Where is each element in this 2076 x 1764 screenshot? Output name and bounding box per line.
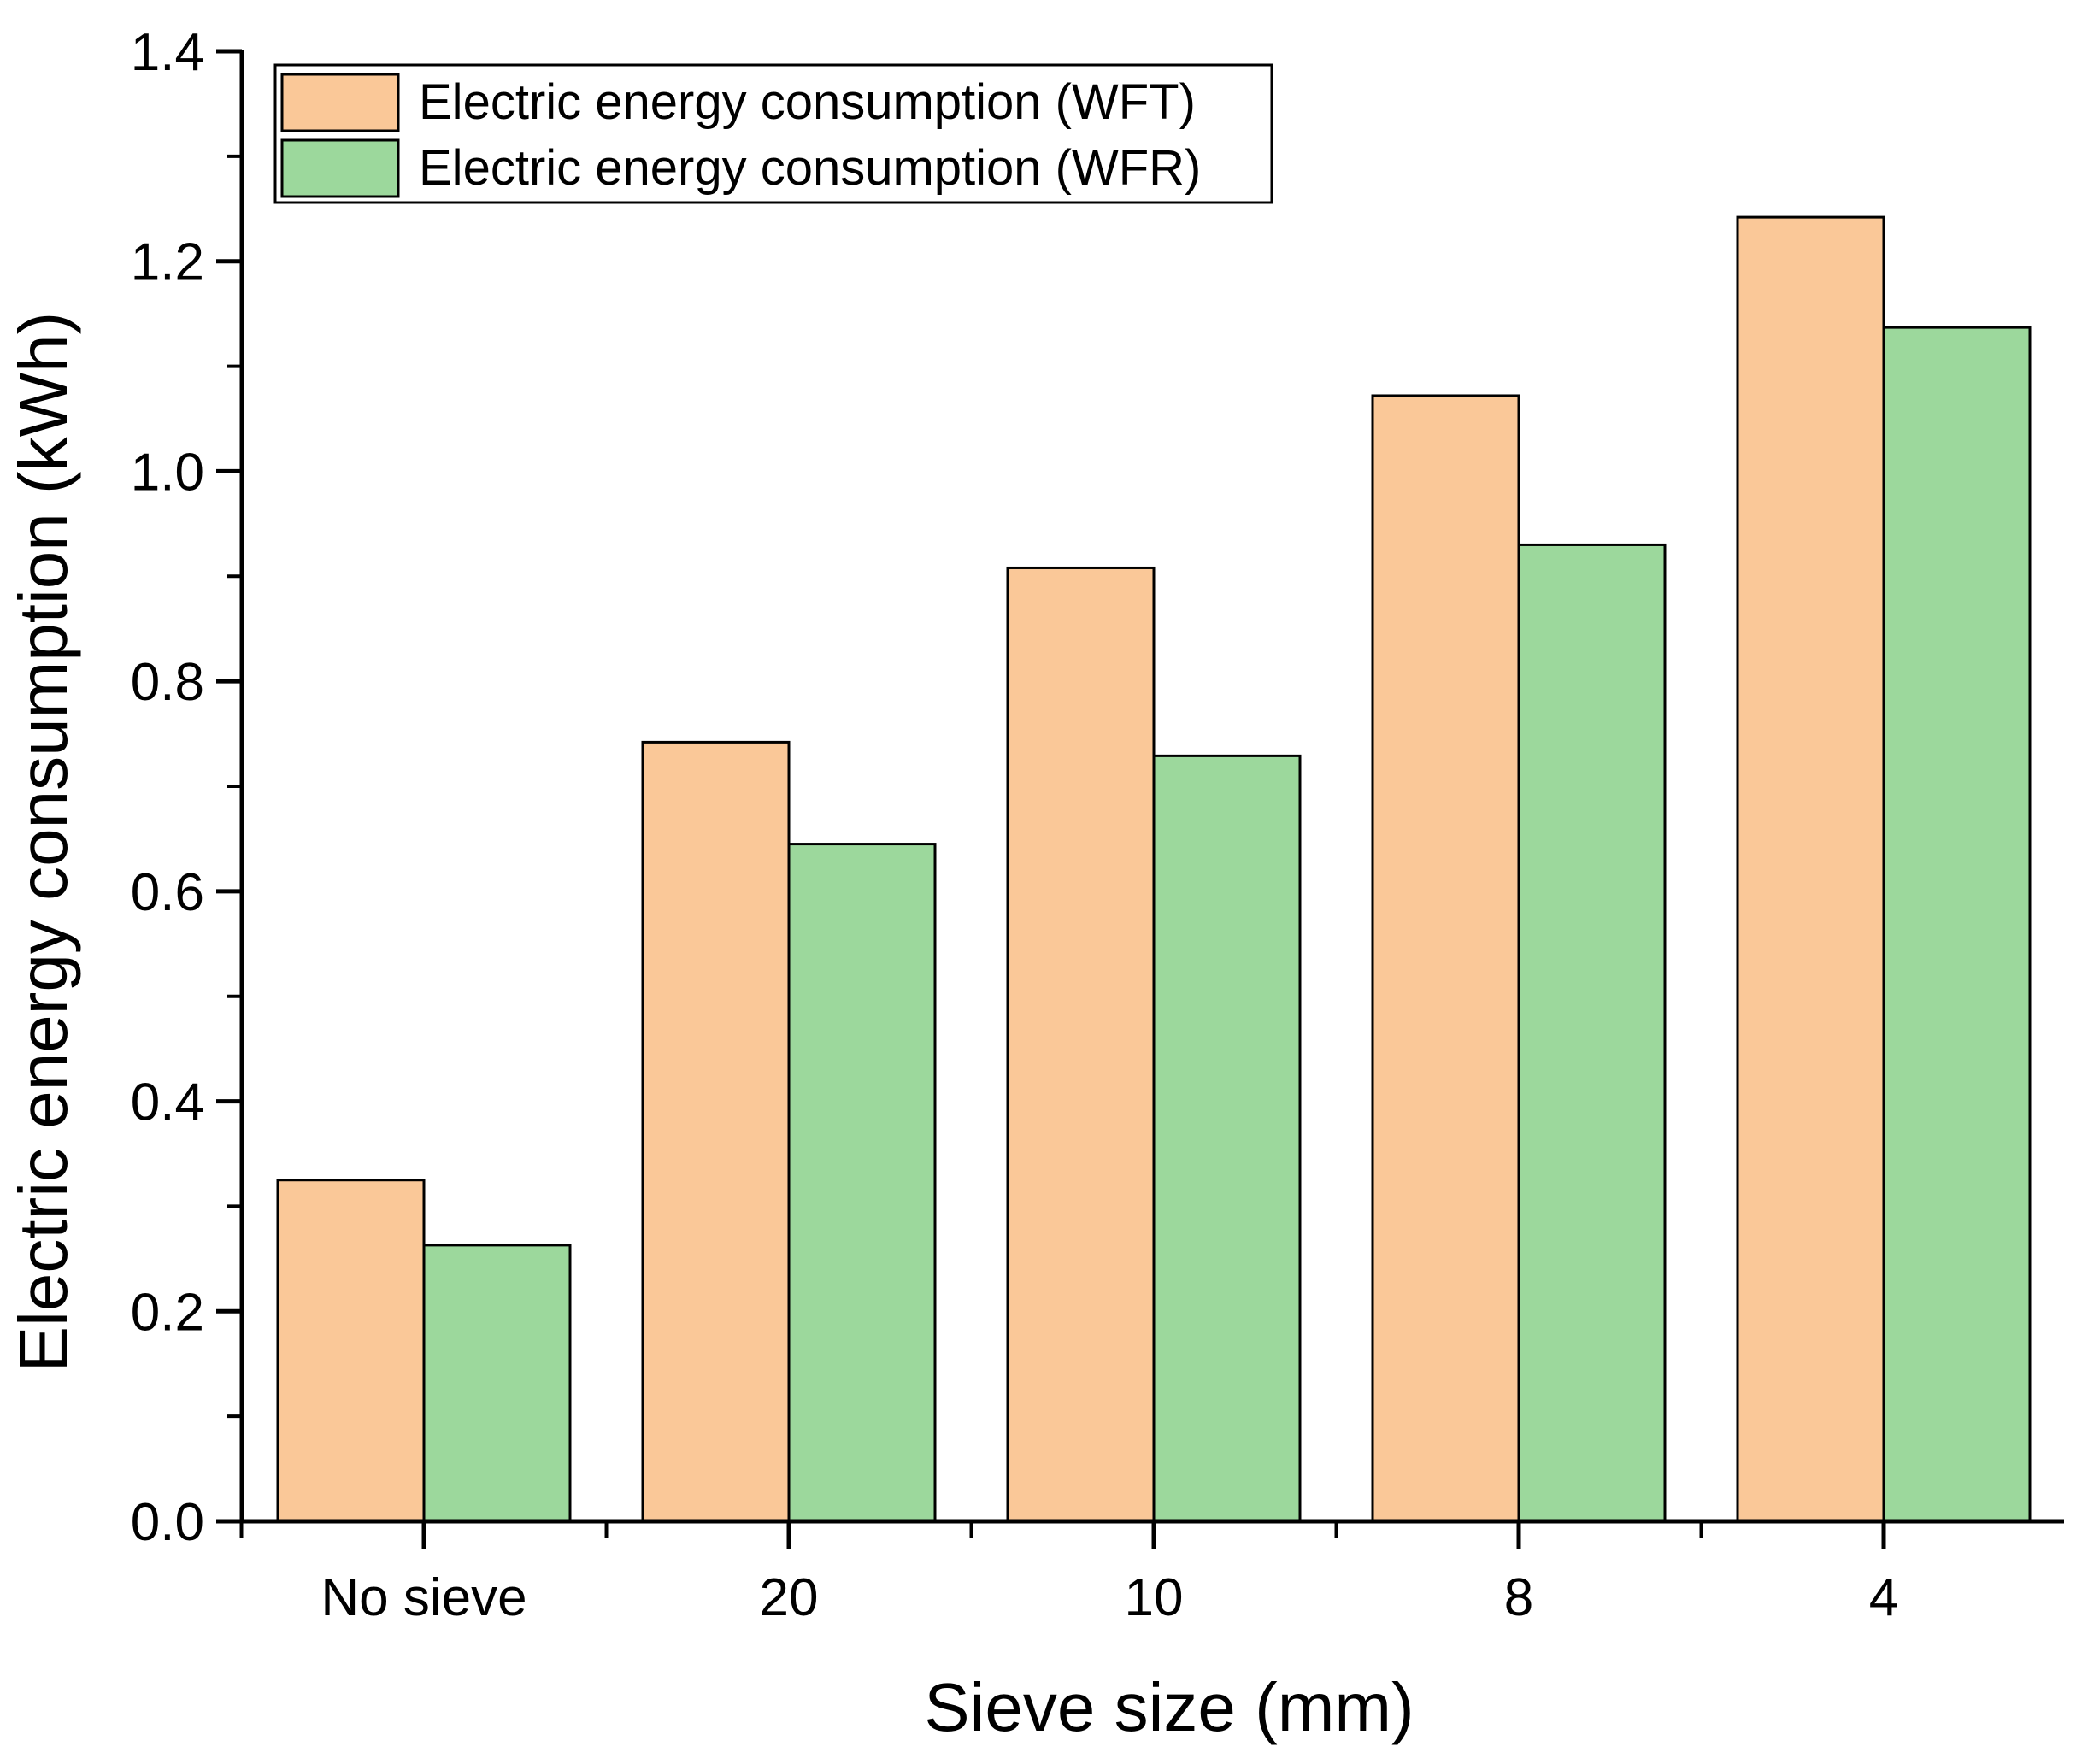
x-tick-label: 4 bbox=[1869, 1568, 1898, 1627]
bar-wft-4 bbox=[1736, 215, 1885, 1523]
bar-wft-1 bbox=[641, 740, 791, 1523]
x-tick-label: 10 bbox=[1125, 1568, 1184, 1627]
bar-wfr-3 bbox=[1517, 543, 1667, 1523]
y-tick-label: 0.2 bbox=[131, 1283, 204, 1342]
y-tick-label: 0.8 bbox=[131, 653, 204, 712]
y-tick-label: 0.6 bbox=[131, 863, 204, 922]
legend: Electric energy consumption (WFT) Electr… bbox=[273, 63, 1273, 204]
bar-wft-0 bbox=[276, 1179, 426, 1523]
y-tick-label: 1.4 bbox=[131, 23, 204, 82]
bar-wfr-1 bbox=[787, 843, 937, 1523]
x-tick-label: 20 bbox=[760, 1568, 819, 1627]
ticks-layer bbox=[216, 49, 1886, 1549]
legend-label-wft: Electric energy consumption (WFT) bbox=[419, 74, 1196, 130]
legend-swatch-wft bbox=[280, 73, 400, 132]
y-tick-label: 0.0 bbox=[131, 1493, 204, 1552]
legend-swatch-wfr bbox=[280, 138, 400, 198]
y-tick-label: 0.4 bbox=[131, 1073, 204, 1132]
x-tick-label: 8 bbox=[1504, 1568, 1533, 1627]
x-axis-title: Sieve size (mm) bbox=[924, 1669, 1414, 1745]
labels-layer: 0.0 0.2 0.4 0.6 0.8 1.0 1.2 1.4 No sieve 20 10 8 4 bbox=[131, 23, 1898, 1627]
bar-wfr-2 bbox=[1152, 754, 1302, 1523]
legend-frame bbox=[273, 63, 1273, 204]
y-tick-label: 1.0 bbox=[131, 443, 204, 502]
bar-wfr-0 bbox=[422, 1244, 572, 1523]
y-axis-title: Electric energy consumption (kWh) bbox=[5, 312, 81, 1372]
bar-wfr-4 bbox=[1882, 326, 2032, 1523]
y-tick-label: 1.2 bbox=[131, 233, 204, 292]
legend-label-wfr: Electric energy consumption (WFR) bbox=[419, 140, 1201, 196]
bar-wft-3 bbox=[1371, 394, 1520, 1523]
bar-wft-2 bbox=[1006, 566, 1156, 1523]
x-tick-label: No sieve bbox=[321, 1568, 526, 1627]
bars-layer bbox=[276, 215, 2032, 1523]
